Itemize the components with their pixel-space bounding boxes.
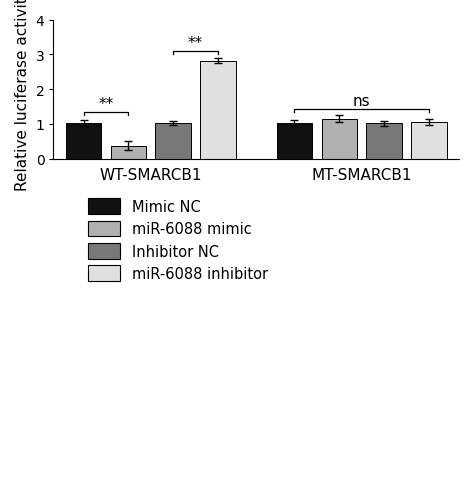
Text: **: ** [98, 97, 114, 112]
Legend: Mimic NC, miR-6088 mimic, Inhibitor NC, miR-6088 inhibitor: Mimic NC, miR-6088 mimic, Inhibitor NC, … [81, 192, 275, 289]
Bar [321, 120, 357, 159]
Bar [366, 124, 402, 159]
Bar [66, 124, 101, 159]
Bar [411, 123, 447, 159]
Bar [200, 61, 236, 159]
Bar [277, 124, 312, 159]
Bar [155, 124, 191, 159]
Text: ns: ns [353, 94, 371, 109]
Y-axis label: Relative luciferase activity: Relative luciferase activity [15, 0, 30, 191]
Text: **: ** [188, 36, 203, 51]
Bar [110, 146, 146, 159]
